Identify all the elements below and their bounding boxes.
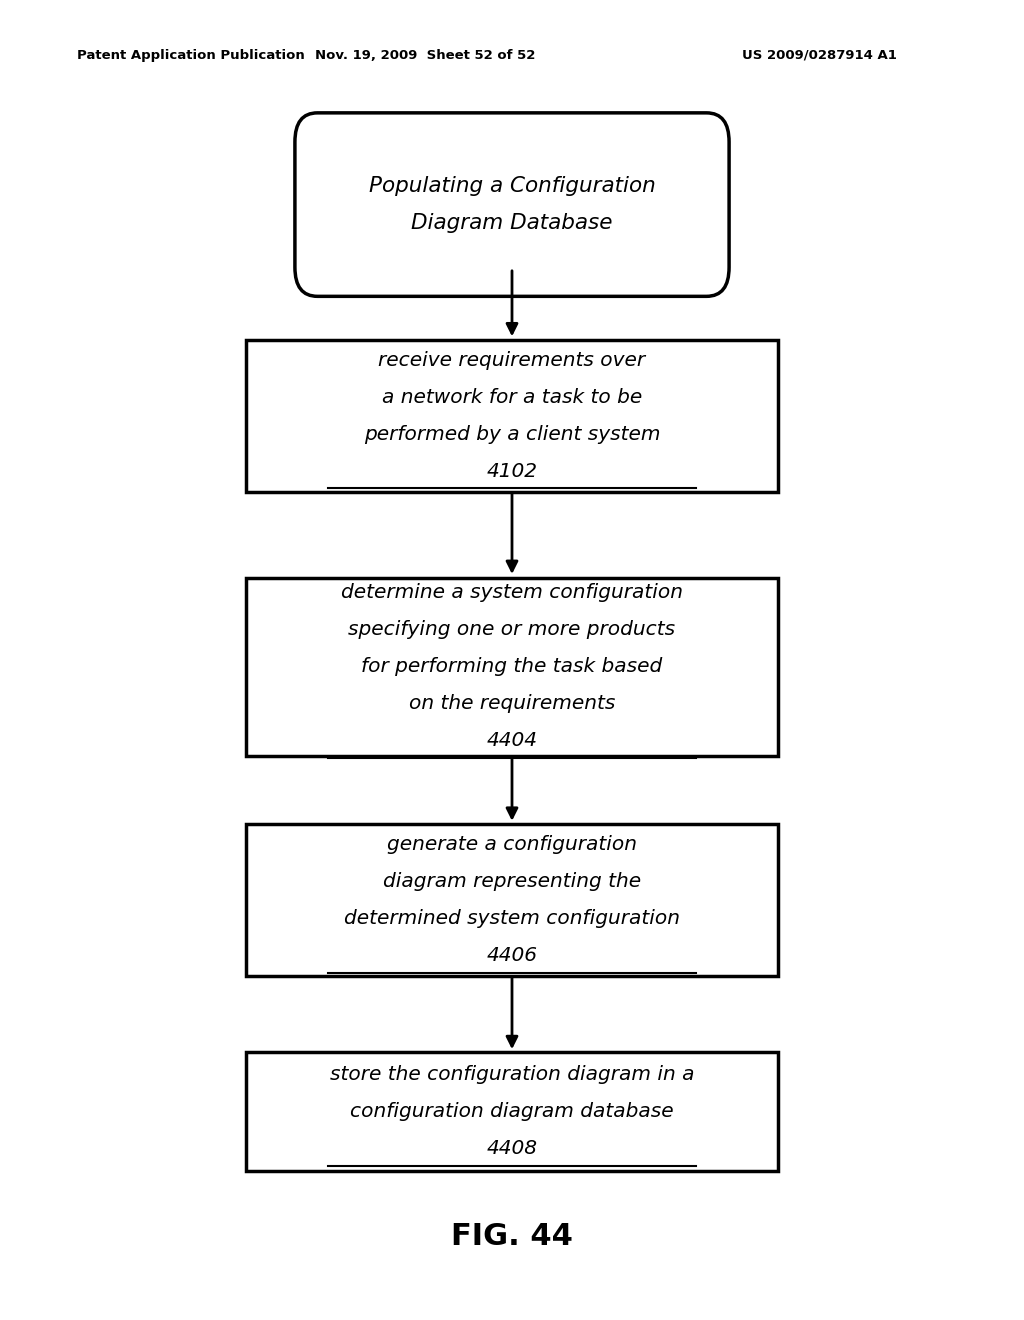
Text: 4406: 4406: [486, 946, 538, 965]
Text: Nov. 19, 2009  Sheet 52 of 52: Nov. 19, 2009 Sheet 52 of 52: [314, 49, 536, 62]
Text: generate a configuration: generate a configuration: [387, 836, 637, 854]
Text: Diagram Database: Diagram Database: [412, 213, 612, 234]
Text: for performing the task based: for performing the task based: [361, 657, 663, 676]
Text: configuration diagram database: configuration diagram database: [350, 1102, 674, 1121]
Text: 4102: 4102: [486, 462, 538, 480]
Bar: [246, 1052, 778, 1171]
Text: FIG. 44: FIG. 44: [451, 1222, 573, 1251]
Text: on the requirements: on the requirements: [409, 694, 615, 713]
Text: Populating a Configuration: Populating a Configuration: [369, 176, 655, 197]
Text: Patent Application Publication: Patent Application Publication: [77, 49, 304, 62]
Text: performed by a client system: performed by a client system: [364, 425, 660, 444]
Text: 4408: 4408: [486, 1139, 538, 1158]
Text: determined system configuration: determined system configuration: [344, 909, 680, 928]
Text: diagram representing the: diagram representing the: [383, 873, 641, 891]
Text: a network for a task to be: a network for a task to be: [382, 388, 642, 407]
Bar: [246, 578, 778, 755]
Text: store the configuration diagram in a: store the configuration diagram in a: [330, 1065, 694, 1084]
Bar: [246, 339, 778, 491]
FancyBboxPatch shape: [295, 114, 729, 297]
Text: US 2009/0287914 A1: US 2009/0287914 A1: [741, 49, 897, 62]
Text: 4404: 4404: [486, 731, 538, 750]
Bar: [246, 824, 778, 977]
Text: receive requirements over: receive requirements over: [379, 351, 645, 370]
Text: specifying one or more products: specifying one or more products: [348, 620, 676, 639]
Text: determine a system configuration: determine a system configuration: [341, 583, 683, 602]
